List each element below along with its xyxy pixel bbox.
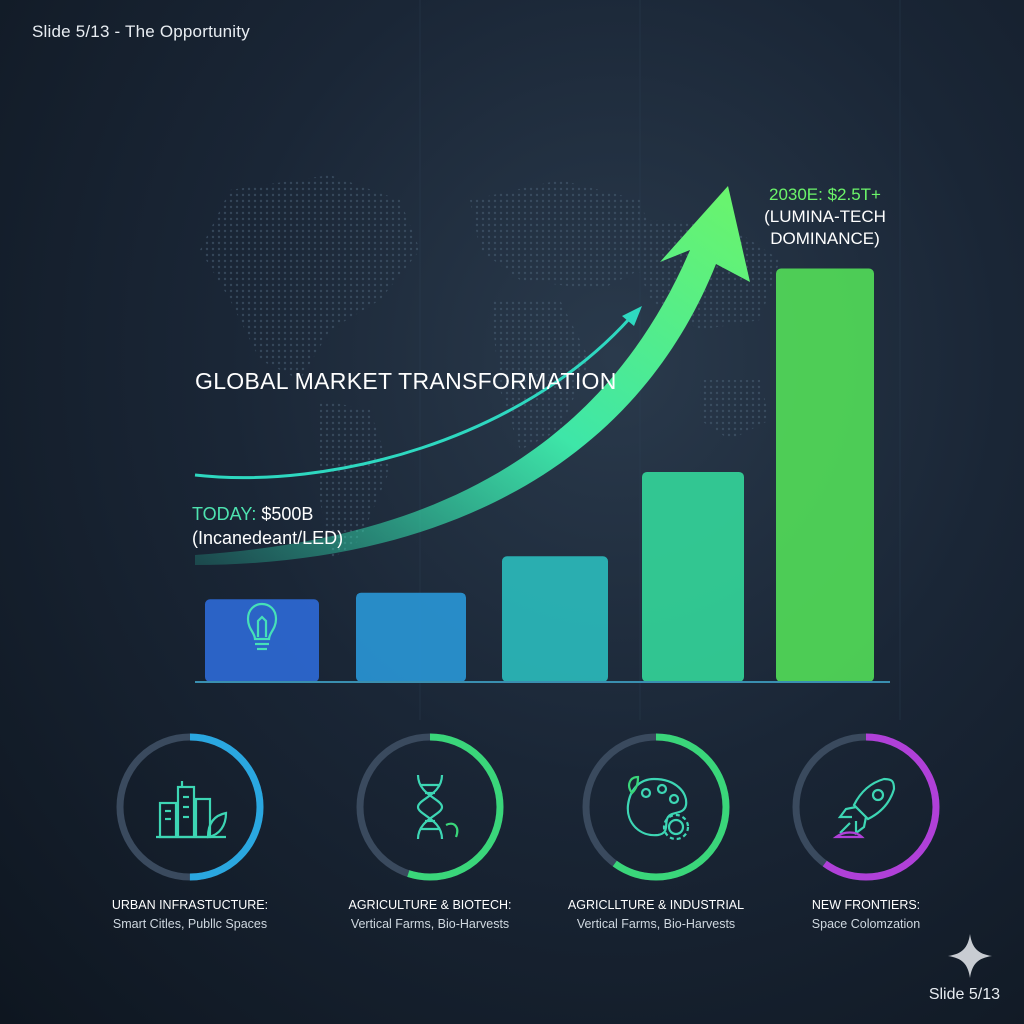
market-segments: URBAN INFRASTUCTURE: Smart Citles, Publl… — [0, 720, 1024, 960]
today-value: $500B — [261, 504, 314, 524]
segment-urban: URBAN INFRASTUCTURE: Smart Citles, Publl… — [100, 730, 280, 931]
segment-new-frontiers: NEW FRONTIERS: Space Colomzation — [776, 730, 956, 931]
segment-ring — [579, 730, 733, 884]
segment-ring — [789, 730, 943, 884]
dna-icon — [416, 774, 459, 840]
market-bar-chart — [194, 186, 890, 683]
slide-header-label: Slide 5/13 - The Opportunity — [32, 22, 250, 41]
segment-agri-industrial: AGRICLLTURE & INDUSTRIAL Vertical Farms,… — [566, 730, 746, 931]
ring-progress — [582, 733, 730, 881]
ring-progress — [116, 733, 264, 881]
slide-number: Slide 5/13 — [928, 986, 1000, 1003]
segment-title: NEW FRONTIERS: — [811, 898, 921, 912]
segment-ring — [113, 730, 267, 884]
segment-ring — [353, 730, 507, 884]
segment-subtitle: Vertical Farms, Bio-Harvests — [350, 917, 510, 931]
segment-subtitle: Vertical Farms, Bio-Harvests — [576, 917, 736, 931]
chart-bar-3 — [502, 556, 608, 682]
forecast-note-line1: (LUMINA-TECH — [764, 207, 886, 226]
thin-trend-arrowhead — [622, 306, 642, 326]
segment-title: AGRICULTURE & BIOTECH: — [348, 898, 512, 912]
chart-bar-5 — [776, 268, 874, 682]
chart-bar-4 — [642, 471, 744, 682]
forecast-note-line2: DOMINANCE) — [770, 229, 880, 248]
today-note: (Incanedeant/LED) — [192, 528, 344, 548]
today-annotation: TODAY: $500B (Incanedeant/LED) — [192, 502, 343, 550]
rocket-icon — [832, 777, 896, 839]
forecast-annotation: 2030E: $2.5T+ (LUMINA-TECH DOMINANCE) — [760, 184, 890, 250]
segment-subtitle: Smart Citles, Publlc Spaces — [112, 917, 268, 931]
lightbulb-icon — [246, 603, 278, 651]
chart-bar-2 — [356, 592, 466, 682]
segment-title: URBAN INFRASTUCTURE: — [111, 898, 269, 912]
thin-trend-arrow — [194, 316, 632, 480]
chart-title: GLOBAL MARKET TRANSFORMATION — [195, 368, 617, 394]
palette-gear-icon — [626, 775, 690, 841]
chart-bar-1 — [205, 599, 319, 682]
city-buildings-icon — [156, 781, 228, 839]
ring-progress — [356, 733, 504, 881]
segment-agri-biotech: AGRICULTURE & BIOTECH: Vertical Farms, B… — [340, 730, 520, 931]
segment-subtitle: Space Colomzation — [811, 917, 921, 931]
forecast-label: 2030E: $2.5T+ — [768, 185, 881, 204]
ring-progress — [792, 733, 940, 881]
today-label: TODAY: — [192, 504, 257, 524]
segment-title: AGRICLLTURE & INDUSTRIAL — [567, 898, 745, 912]
main-trend-arrow — [195, 186, 750, 565]
sparkle-icon — [948, 934, 992, 978]
